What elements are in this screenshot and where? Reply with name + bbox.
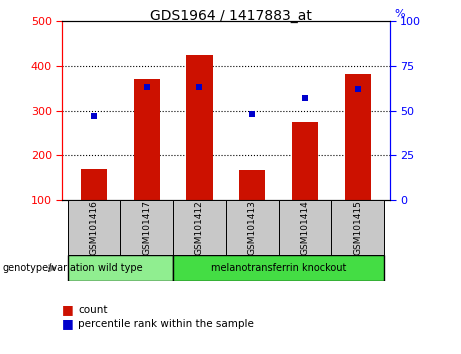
Point: [248, 112, 256, 117]
Point: [143, 85, 150, 90]
Text: GSM101415: GSM101415: [354, 200, 362, 255]
Text: percentile rank within the sample: percentile rank within the sample: [78, 319, 254, 329]
Text: GSM101412: GSM101412: [195, 200, 204, 255]
Bar: [81, 169, 107, 200]
Bar: [67, 255, 173, 281]
Bar: [279, 200, 331, 255]
Point: [301, 95, 309, 101]
Bar: [345, 74, 371, 200]
Bar: [173, 255, 384, 281]
Text: GSM101417: GSM101417: [142, 200, 151, 255]
Text: GDS1964 / 1417883_at: GDS1964 / 1417883_at: [149, 9, 312, 23]
Text: ■: ■: [62, 318, 74, 330]
Text: ■: ■: [62, 303, 74, 316]
Text: GSM101416: GSM101416: [89, 200, 98, 255]
Point: [354, 86, 361, 92]
Bar: [239, 170, 266, 200]
Text: GSM101413: GSM101413: [248, 200, 257, 255]
Bar: [331, 200, 384, 255]
Bar: [186, 55, 213, 200]
Text: melanotransferrin knockout: melanotransferrin knockout: [211, 263, 346, 273]
Text: %: %: [394, 10, 405, 19]
Bar: [120, 200, 173, 255]
Text: count: count: [78, 305, 108, 315]
Text: genotype/variation: genotype/variation: [2, 263, 95, 273]
Point: [90, 113, 98, 119]
Bar: [134, 79, 160, 200]
Text: wild type: wild type: [98, 263, 142, 273]
Text: GSM101414: GSM101414: [301, 200, 310, 255]
Bar: [173, 200, 226, 255]
Bar: [226, 200, 279, 255]
Point: [196, 85, 203, 90]
Bar: [292, 122, 318, 200]
Bar: [67, 200, 120, 255]
